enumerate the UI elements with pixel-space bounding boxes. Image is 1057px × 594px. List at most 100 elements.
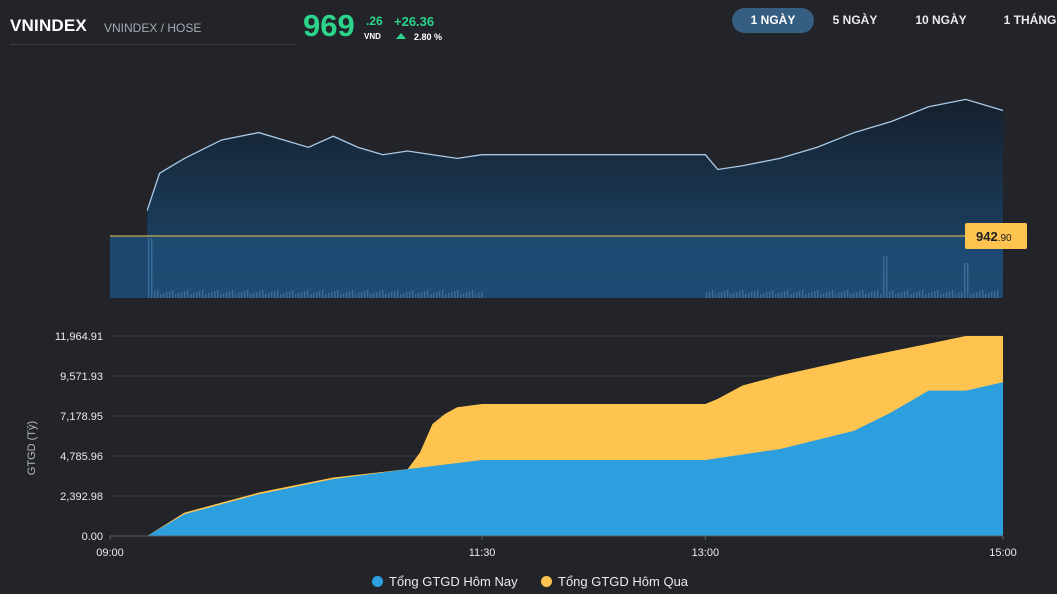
volume-bar [325, 294, 327, 298]
volume-bar [451, 292, 453, 298]
volume-bar [820, 294, 822, 298]
volume-bar [289, 291, 291, 298]
volume-bar [382, 290, 384, 298]
volume-bar [169, 291, 171, 298]
volume-bar [841, 292, 843, 298]
legend-item-yesterday[interactable]: Tổng GTGD Hôm Qua [541, 574, 688, 589]
volume-bar [319, 291, 321, 298]
volume-bar [931, 292, 933, 298]
volume-bar [343, 293, 345, 298]
volume-bar [919, 291, 921, 298]
volume-bar [160, 294, 162, 298]
volume-bar [256, 292, 258, 298]
volume-bar [310, 294, 312, 298]
volume-bar [199, 291, 201, 298]
tab-1-month[interactable]: 1 THÁNG [1003, 13, 1057, 27]
reference-value: 942.90 [976, 229, 1012, 244]
volume-bar [742, 290, 744, 298]
volume-bar [403, 293, 405, 298]
volume-bar [457, 290, 459, 298]
volume-bar [763, 293, 765, 298]
volume-bar [250, 294, 252, 298]
volume-bar [151, 238, 153, 298]
volume-bar [940, 294, 942, 298]
volume-bar [406, 292, 408, 298]
volume-bar [787, 290, 789, 298]
tab-5-days[interactable]: 5 NGÀY [832, 13, 878, 27]
volume-bar [886, 256, 888, 298]
volume-bar [148, 238, 150, 298]
volume-bar [874, 291, 876, 298]
volume-bar [430, 294, 432, 298]
volume-bar [367, 290, 369, 298]
volume-bar [853, 293, 855, 298]
volume-bar [835, 294, 837, 298]
series-area-today [110, 382, 1003, 536]
y-tick-label: 2,392.98 [60, 491, 103, 503]
volume-bar [292, 290, 294, 298]
volume-bar [964, 263, 966, 298]
volume-bar [991, 292, 993, 298]
y-tick-label: 0.00 [82, 531, 103, 543]
volume-bar [439, 291, 441, 298]
volume-bar [979, 291, 981, 298]
volume-bar [934, 291, 936, 298]
legend-swatch-today [372, 576, 383, 587]
volume-bar [829, 291, 831, 298]
volume-bar [235, 294, 237, 298]
volume-bar [925, 294, 927, 298]
volume-bar [988, 293, 990, 298]
volume-bar [238, 293, 240, 298]
price-line [146, 98, 1004, 211]
volume-bar [244, 291, 246, 298]
volume-bar [217, 290, 219, 298]
volume-bar [799, 291, 801, 298]
volume-bar [379, 291, 381, 298]
volume-bar [412, 290, 414, 298]
volume-bar [409, 291, 411, 298]
volume-bar [253, 293, 255, 298]
y-tick-label: 9,571.93 [60, 371, 103, 383]
volume-bar [982, 290, 984, 298]
volume-bar [469, 291, 471, 298]
volume-bar [880, 294, 882, 298]
volume-bar [184, 291, 186, 298]
volume-bar [802, 290, 804, 298]
volume-bar [796, 292, 798, 298]
volume-bar [826, 292, 828, 298]
volume-bar [922, 290, 924, 298]
volume-bar [838, 293, 840, 298]
volume-bar [175, 294, 177, 298]
x-tick-label: 15:00 [989, 547, 1017, 559]
volume-bar [214, 291, 216, 298]
tab-1-day[interactable]: 1 NGÀY [732, 8, 814, 33]
volume-bar [181, 292, 183, 298]
y-tick-label: 4,785.96 [60, 451, 103, 463]
y-axis-label: GTGD (Tỷ) [26, 421, 38, 475]
tab-10-days[interactable]: 10 NGÀY [915, 13, 967, 27]
volume-bar [745, 294, 747, 298]
volume-bar [856, 292, 858, 298]
volume-bar [295, 294, 297, 298]
volume-bar [844, 291, 846, 298]
volume-bar [265, 294, 267, 298]
volume-bar [730, 294, 732, 298]
volume-bar [229, 291, 231, 298]
volume-bar [301, 292, 303, 298]
volume-bar [793, 293, 795, 298]
volume-bar [751, 292, 753, 298]
volume-bar [952, 290, 954, 298]
volume-bar [220, 294, 222, 298]
volume-bar [223, 293, 225, 298]
legend-item-today[interactable]: Tổng GTGD Hôm Nay [372, 574, 518, 589]
x-tick-label: 13:00 [692, 547, 720, 559]
volume-bar [415, 294, 417, 298]
volume-bar [322, 290, 324, 298]
volume-bar [967, 263, 969, 298]
volume-bar [427, 290, 429, 298]
up-arrow-icon [396, 33, 406, 39]
volume-bar [757, 290, 759, 298]
volume-bar [910, 294, 912, 298]
volume-bar [472, 290, 474, 298]
